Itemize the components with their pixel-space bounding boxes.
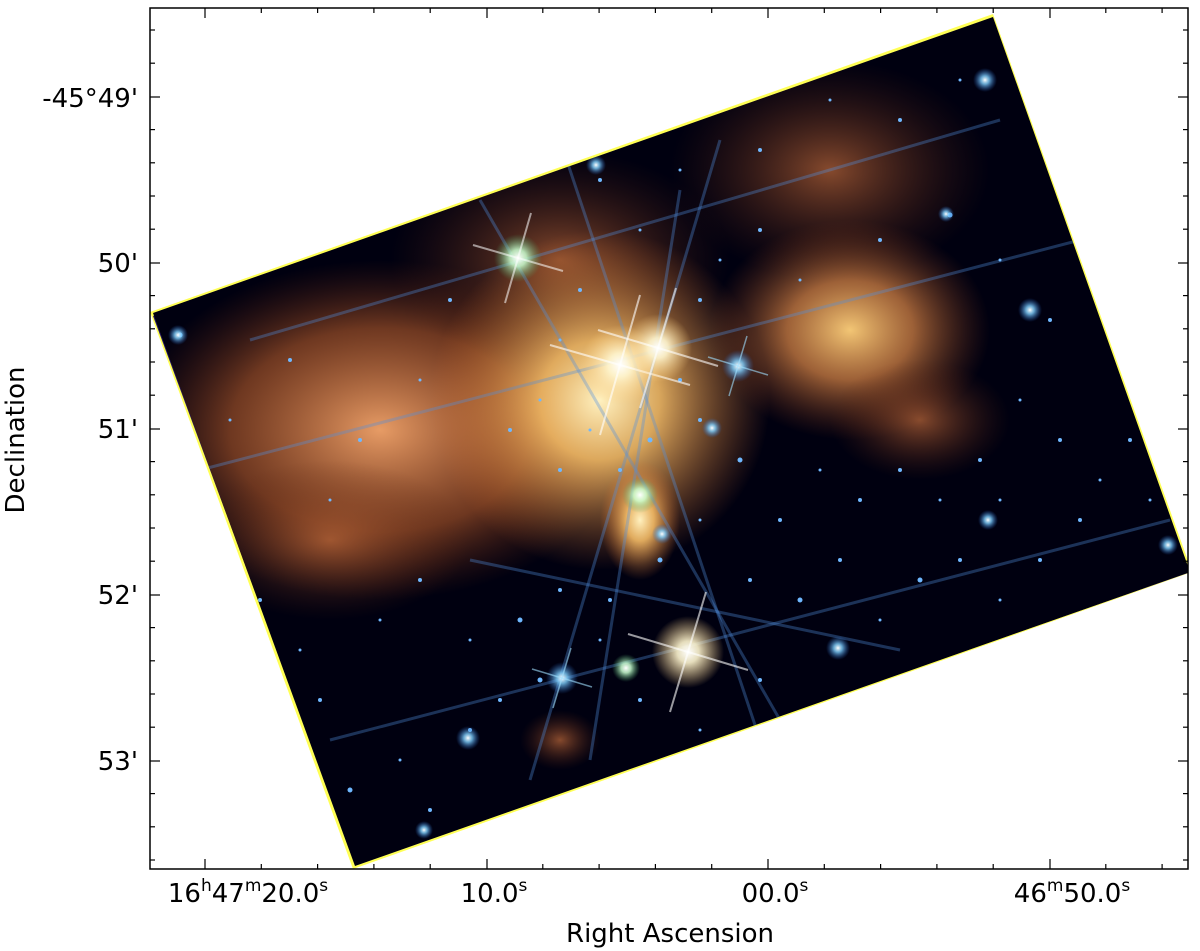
y-tick-label: 50': [98, 249, 138, 279]
blue-star: [702, 418, 722, 438]
blue-star: [1018, 298, 1042, 322]
nebula-bottom: [520, 710, 600, 770]
blue-star: [978, 510, 998, 530]
x-tick-labels: 16h47m20.0s 10.0s 00.0s 46m50.0s: [168, 876, 1130, 909]
bright-star: [597, 287, 719, 409]
y-tick-label: 52': [98, 581, 138, 611]
x-tick-label: 00.0s: [742, 876, 809, 909]
blue-star: [973, 68, 997, 92]
blue-star: [652, 524, 672, 544]
x-tick-label: 16h47m20.0s: [168, 876, 328, 909]
x-tick-label: 46m50.0s: [1014, 876, 1131, 909]
y-tick-label: 51': [98, 415, 138, 445]
axis-ticks: [150, 8, 1188, 869]
axes-frame: [149, 7, 1189, 870]
blue-star: [707, 335, 769, 397]
sky-image: [150, 14, 1188, 869]
blue-star: [826, 636, 850, 660]
blue-star: [456, 726, 480, 750]
y-tick-labels: -45°49' 50' 51' 52' 53': [42, 84, 138, 777]
blue-star: [1158, 535, 1178, 555]
green-star: [472, 212, 564, 304]
green-star: [622, 477, 658, 513]
blue-star: [938, 206, 954, 222]
nebula-right-top: [670, 60, 990, 280]
blue-star: [415, 821, 433, 839]
blue-star: [531, 647, 593, 709]
x-tick-label: 10.0s: [461, 876, 528, 909]
nebula-core: [430, 230, 770, 570]
y-tick-label: 53': [98, 747, 138, 777]
y-tick-label: -45°49': [42, 84, 138, 114]
blue-star: [586, 155, 606, 175]
bright-stars: [168, 68, 1178, 839]
blue-star: [612, 654, 640, 682]
blue-star: [168, 325, 188, 345]
nebula-left-lower: [190, 460, 470, 620]
x-axis-title: Right Ascension: [566, 919, 774, 949]
diffraction-spikes: [199, 118, 1171, 781]
bright-star: [627, 591, 749, 713]
nebula-right-lower: [830, 360, 1010, 480]
y-axis-title: Declination: [1, 367, 31, 514]
nebula-center-bright: [600, 460, 680, 580]
